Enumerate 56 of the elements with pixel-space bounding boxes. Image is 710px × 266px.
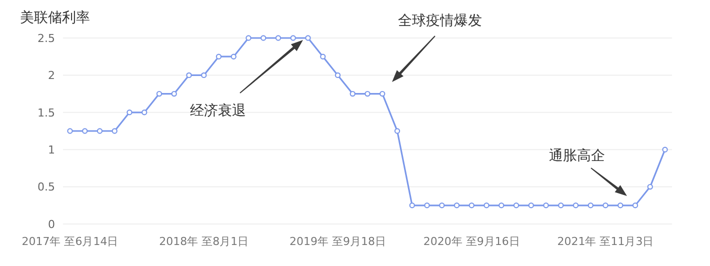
- point: [320, 54, 326, 60]
- point: [439, 202, 445, 208]
- point: [602, 202, 608, 208]
- point: [156, 90, 162, 97]
- point: [647, 184, 653, 190]
- point: [364, 90, 370, 97]
- point: [201, 72, 207, 78]
- point: [305, 35, 311, 41]
- point: [112, 128, 118, 134]
- point: [82, 128, 88, 134]
- x-tick-label: 2020年 至9月16日: [423, 235, 520, 248]
- point: [96, 128, 103, 134]
- x-tick-label: 2019年 至9月18日: [290, 235, 386, 248]
- point: [126, 110, 132, 116]
- annotation: 经济衰退: [190, 103, 246, 119]
- point: [142, 110, 148, 116]
- point: [216, 54, 222, 60]
- point: [572, 202, 579, 208]
- point: [588, 202, 594, 208]
- point: [394, 128, 400, 134]
- point: [558, 202, 564, 208]
- point: [528, 202, 534, 208]
- point: [334, 72, 341, 78]
- point: [454, 202, 460, 208]
- point: [513, 202, 520, 208]
- point: [543, 202, 549, 208]
- point: [350, 90, 356, 97]
- annotation: 通胀高企: [549, 148, 605, 164]
- y-tick-label: 2.5: [38, 32, 55, 45]
- x-tick-label: 2017年 至6月14日: [22, 235, 118, 248]
- text: 全球疫情爆发: [398, 13, 482, 29]
- point: [290, 35, 296, 41]
- point: [662, 146, 668, 152]
- point: [484, 202, 490, 208]
- point: [246, 35, 252, 41]
- point: [498, 202, 504, 208]
- point: [230, 54, 236, 60]
- x-tick-label: 2018年 至8月1日: [159, 235, 249, 248]
- point: [424, 202, 430, 208]
- point: [380, 90, 386, 97]
- point: [275, 35, 282, 41]
- point: [171, 90, 177, 97]
- y-tick-label: 0.5: [38, 180, 55, 194]
- point: [632, 202, 638, 208]
- point: [186, 72, 192, 78]
- y-tick-label: 0: [48, 218, 55, 231]
- point: [260, 35, 266, 41]
- chart-title: 美联储利率: [20, 10, 90, 26]
- point: [409, 202, 415, 208]
- x-tick-label: 2021年 至11月3日: [557, 235, 654, 248]
- point: [618, 202, 624, 208]
- y-tick-label: 1.5: [38, 106, 55, 120]
- point: [67, 128, 73, 134]
- y-tick-label: 1: [48, 143, 55, 156]
- y-tick-label: 2: [48, 69, 55, 82]
- point: [468, 202, 474, 208]
